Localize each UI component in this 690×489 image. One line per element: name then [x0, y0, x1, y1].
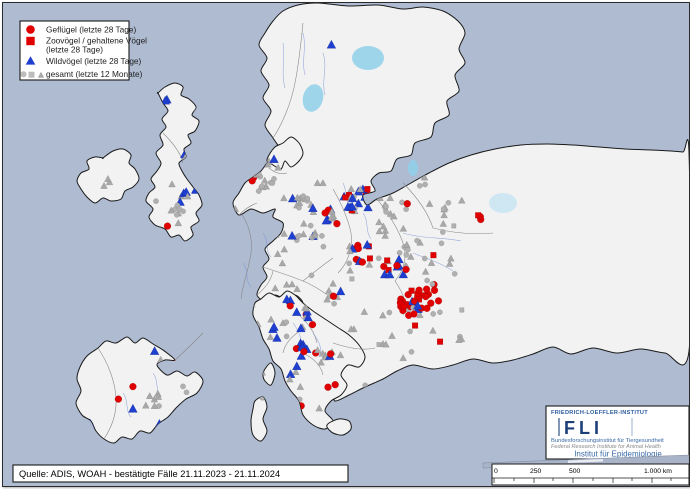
svg-text:Geflügel (letzte 28 Tage): Geflügel (letzte 28 Tage)	[46, 25, 136, 35]
svg-text:500: 500	[569, 468, 581, 475]
svg-text:FRIEDRICH-LOEFFLER-INSTITUT: FRIEDRICH-LOEFFLER-INSTITUT	[551, 410, 648, 416]
svg-text:FLI: FLI	[564, 418, 603, 438]
svg-text:250: 250	[530, 468, 542, 475]
svg-text:0: 0	[494, 468, 498, 475]
svg-text:(letzte 28 Tage): (letzte 28 Tage)	[46, 45, 103, 55]
svg-text:gesamt (letzte 12 Monate): gesamt (letzte 12 Monate)	[46, 69, 143, 79]
svg-text:1.000 km: 1.000 km	[644, 468, 672, 475]
svg-text:Wildvögel (letzte 28 Tage): Wildvögel (letzte 28 Tage)	[46, 56, 142, 66]
svg-text:Quelle: ADIS, WOAH - bestätigt: Quelle: ADIS, WOAH - bestätigte Fälle 21…	[19, 469, 280, 479]
